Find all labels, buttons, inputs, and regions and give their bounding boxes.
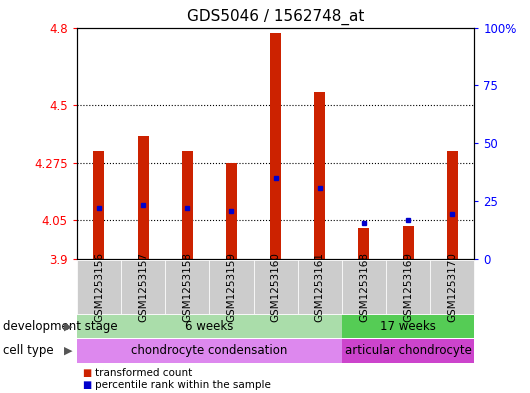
Bar xyxy=(138,136,148,259)
Text: GSM1253161: GSM1253161 xyxy=(315,252,325,322)
Text: 17 weeks: 17 weeks xyxy=(380,320,436,333)
Text: chondrocyte condensation: chondrocyte condensation xyxy=(131,344,288,358)
Text: GSM1253159: GSM1253159 xyxy=(226,252,236,322)
Text: GSM1253168: GSM1253168 xyxy=(359,252,369,322)
Bar xyxy=(358,228,369,259)
Text: ▶: ▶ xyxy=(64,346,73,356)
Text: development stage: development stage xyxy=(3,320,117,333)
Text: GSM1253157: GSM1253157 xyxy=(138,252,148,322)
Text: transformed count: transformed count xyxy=(95,367,192,378)
Text: articular chondrocyte: articular chondrocyte xyxy=(344,344,472,358)
Text: ▶: ▶ xyxy=(64,321,73,332)
Text: GSM1253170: GSM1253170 xyxy=(447,252,457,322)
Text: 6 weeks: 6 weeks xyxy=(185,320,234,333)
Text: cell type: cell type xyxy=(3,344,54,358)
Title: GDS5046 / 1562748_at: GDS5046 / 1562748_at xyxy=(187,9,364,25)
Text: GSM1253156: GSM1253156 xyxy=(94,252,104,322)
Bar xyxy=(447,151,458,259)
Text: ■: ■ xyxy=(82,367,91,378)
Bar xyxy=(182,151,193,259)
Text: GSM1253169: GSM1253169 xyxy=(403,252,413,322)
Bar xyxy=(226,163,237,259)
Text: GSM1253158: GSM1253158 xyxy=(182,252,192,322)
Text: ■: ■ xyxy=(82,380,91,390)
Bar xyxy=(403,226,413,259)
Bar xyxy=(270,33,281,259)
Bar xyxy=(93,151,104,259)
Bar xyxy=(314,92,325,259)
Text: GSM1253160: GSM1253160 xyxy=(271,252,280,322)
Text: percentile rank within the sample: percentile rank within the sample xyxy=(95,380,271,390)
